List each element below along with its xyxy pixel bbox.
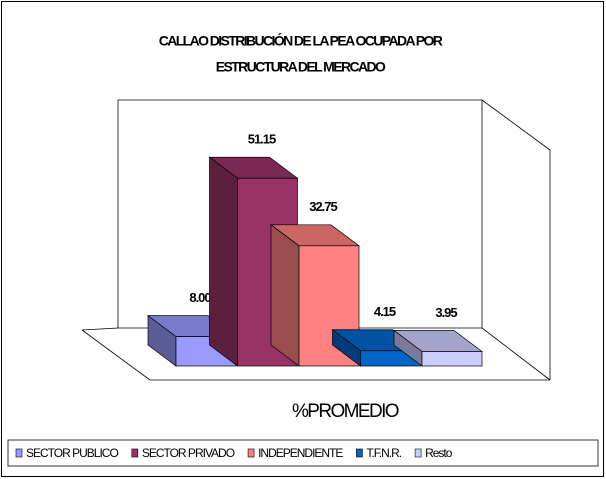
side-wall <box>481 99 551 380</box>
legend-label: INDEPENDIENTE <box>258 446 343 460</box>
legend-swatch <box>414 448 422 458</box>
chart-title: ESTRUCTURA DEL MERCADO <box>216 59 386 75</box>
legend-box <box>7 439 599 467</box>
data-label: 32.75 <box>309 199 337 214</box>
floor-back-left <box>81 327 119 331</box>
bar-side <box>270 224 300 367</box>
legend-swatch <box>356 448 363 458</box>
legend-swatch <box>131 448 139 458</box>
legend-label: SECTOR PUBLICO <box>26 446 118 460</box>
legend-label: Resto <box>425 446 453 460</box>
floor-right <box>481 327 551 381</box>
bar <box>269 224 361 367</box>
floor-left <box>81 329 151 381</box>
data-label: 4.15 <box>374 304 396 319</box>
chart-title: CALLAO DISTRIBUCIÓN DE LA PEA OCUPADA PO… <box>159 32 443 49</box>
bar-side <box>209 156 238 367</box>
legend-swatch <box>247 448 255 458</box>
data-label: 51.15 <box>248 132 276 147</box>
x-axis-label: %PROMEDIO <box>292 401 399 422</box>
data-label: 8.00 <box>189 290 211 305</box>
data-label: 3.95 <box>435 305 457 320</box>
legend-label: SECTOR PRIVADO <box>142 446 235 460</box>
bar <box>392 329 484 367</box>
legend-label: T.F.N.R. <box>366 446 401 460</box>
bar-front <box>421 351 483 367</box>
legend-swatch <box>15 448 23 458</box>
